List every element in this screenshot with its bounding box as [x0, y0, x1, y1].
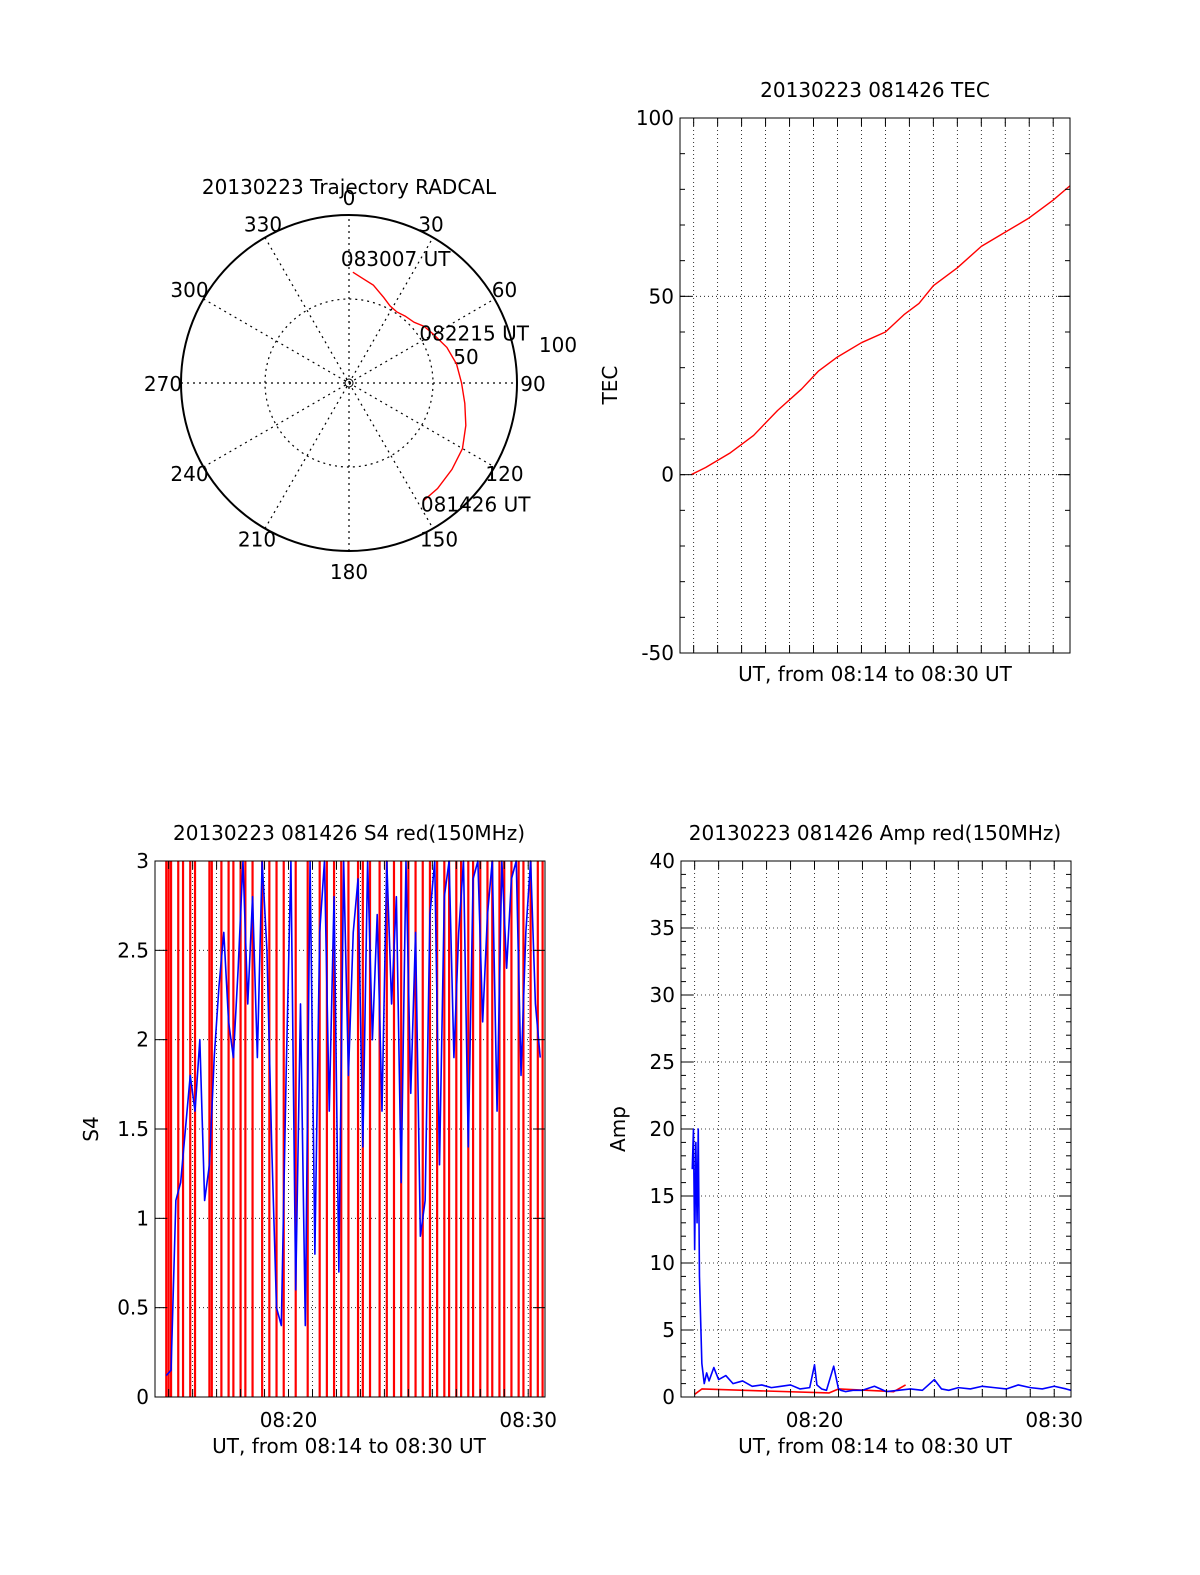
trajectory-line [352, 271, 467, 502]
tec-grid [680, 118, 1070, 653]
y-tick-label-0: 0 [662, 1385, 675, 1409]
annotation-end-time: 081426 UT [421, 492, 531, 516]
amp-xlabel: UT, from 08:14 to 08:30 UT [738, 1434, 1013, 1458]
polar-angle-label-120: 120 [485, 462, 523, 486]
y-tick-label-30: 30 [650, 983, 675, 1007]
tec-ylabel: TEC [598, 366, 622, 406]
amp-title: 20130223 081426 Amp red(150MHz) [689, 821, 1061, 845]
x-tick-label-08:30: 08:30 [1025, 1408, 1083, 1432]
amp-plot-frame [680, 860, 1072, 1398]
polar-spoke [264, 237, 434, 529]
tec-ticks: -50 0 50 100 [636, 106, 1070, 665]
polar-angle-label-0: 0 [343, 186, 356, 210]
polar-angle-label-90: 90 [520, 372, 545, 396]
amp-ticks: 0 5 10 15 20 25 30 35 40 08:20 08:30 [650, 849, 1083, 1432]
polar-angle-label-210: 210 [238, 527, 276, 551]
trajectory-grid [180, 214, 518, 552]
polar-angle-label-330: 330 [244, 213, 282, 237]
y-tick-label-25: 25 [650, 1050, 675, 1074]
y-tick-label--50: -50 [641, 641, 674, 665]
amp-series [691, 1128, 1072, 1395]
tec-plot-frame [679, 117, 1071, 654]
polar-angle-label-30: 30 [418, 213, 443, 237]
annotation-start-time: 083007 UT [341, 247, 451, 271]
tec-series [690, 185, 1071, 476]
s4-ticks: 0 0.5 1 1.5 2 2.5 3 08:20 08:30 [117, 849, 557, 1432]
tec-panel: 20130223 081426 TEC -50 0 50 100 UT, from 0… [598, 78, 1071, 686]
trajectory-panel: 20130223 Trajectory RADCAL 0 30 60 90 120 150… [144, 175, 577, 584]
y-tick-label-2.5: 2.5 [117, 938, 149, 962]
s4-xlabel: UT, from 08:14 to 08:30 UT [212, 1434, 487, 1458]
s4-title: 20130223 081426 S4 red(150MHz) [173, 821, 525, 845]
amp-grid [681, 861, 1071, 1397]
y-tick-label-5: 5 [662, 1318, 675, 1342]
y-tick-label-1: 1 [136, 1206, 149, 1230]
polar-angle-label-180: 180 [330, 560, 368, 584]
polar-radius-label-100: 100 [539, 333, 577, 357]
s4-series [165, 860, 544, 1397]
x-tick-label-08:20: 08:20 [786, 1408, 844, 1432]
y-tick-label-40: 40 [650, 849, 675, 873]
y-tick-label-15: 15 [650, 1184, 675, 1208]
series-blue-line [691, 1128, 1072, 1393]
y-tick-label-35: 35 [650, 916, 675, 940]
y-tick-label-50: 50 [649, 284, 674, 308]
polar-angle-label-60: 60 [492, 278, 517, 302]
x-tick-label-08:20: 08:20 [260, 1408, 318, 1432]
y-tick-label-1.5: 1.5 [117, 1117, 149, 1141]
series-red-line [690, 185, 1071, 476]
amp-panel: 20130223 081426 Amp red(150MHz) 0 5 10 15 20… [606, 821, 1083, 1458]
annotation-mid-time: 082215 UT [419, 321, 529, 345]
y-tick-label-2: 2 [136, 1028, 149, 1052]
amp-ylabel: Amp [606, 1106, 630, 1152]
s4-ylabel: S4 [79, 1116, 103, 1141]
trajectory-annotations: 083007 UT 082215 UT 081426 UT [341, 247, 531, 516]
y-tick-label-0: 0 [661, 463, 674, 487]
y-tick-label-0: 0 [136, 1385, 149, 1409]
trajectory-track [352, 271, 467, 502]
polar-angle-label-270: 270 [144, 372, 182, 396]
s4-panel: 20130223 081426 S4 red(150MHz) 0 0.5 1 1.5 2… [79, 821, 557, 1458]
x-tick-label-08:30: 08:30 [499, 1408, 557, 1432]
y-tick-label-100: 100 [636, 106, 674, 130]
y-tick-label-3: 3 [136, 849, 149, 873]
tec-xlabel: UT, from 08:14 to 08:30 UT [738, 662, 1013, 686]
y-tick-label-10: 10 [650, 1251, 675, 1275]
polar-angle-label-240: 240 [170, 462, 208, 486]
y-tick-label-0.5: 0.5 [117, 1296, 149, 1320]
trajectory-title: 20130223 Trajectory RADCAL [202, 175, 497, 199]
polar-angle-label-300: 300 [170, 278, 208, 302]
polar-angle-label-150: 150 [420, 527, 458, 551]
tec-title: 20130223 081426 TEC [760, 78, 990, 102]
y-tick-label-20: 20 [650, 1117, 675, 1141]
